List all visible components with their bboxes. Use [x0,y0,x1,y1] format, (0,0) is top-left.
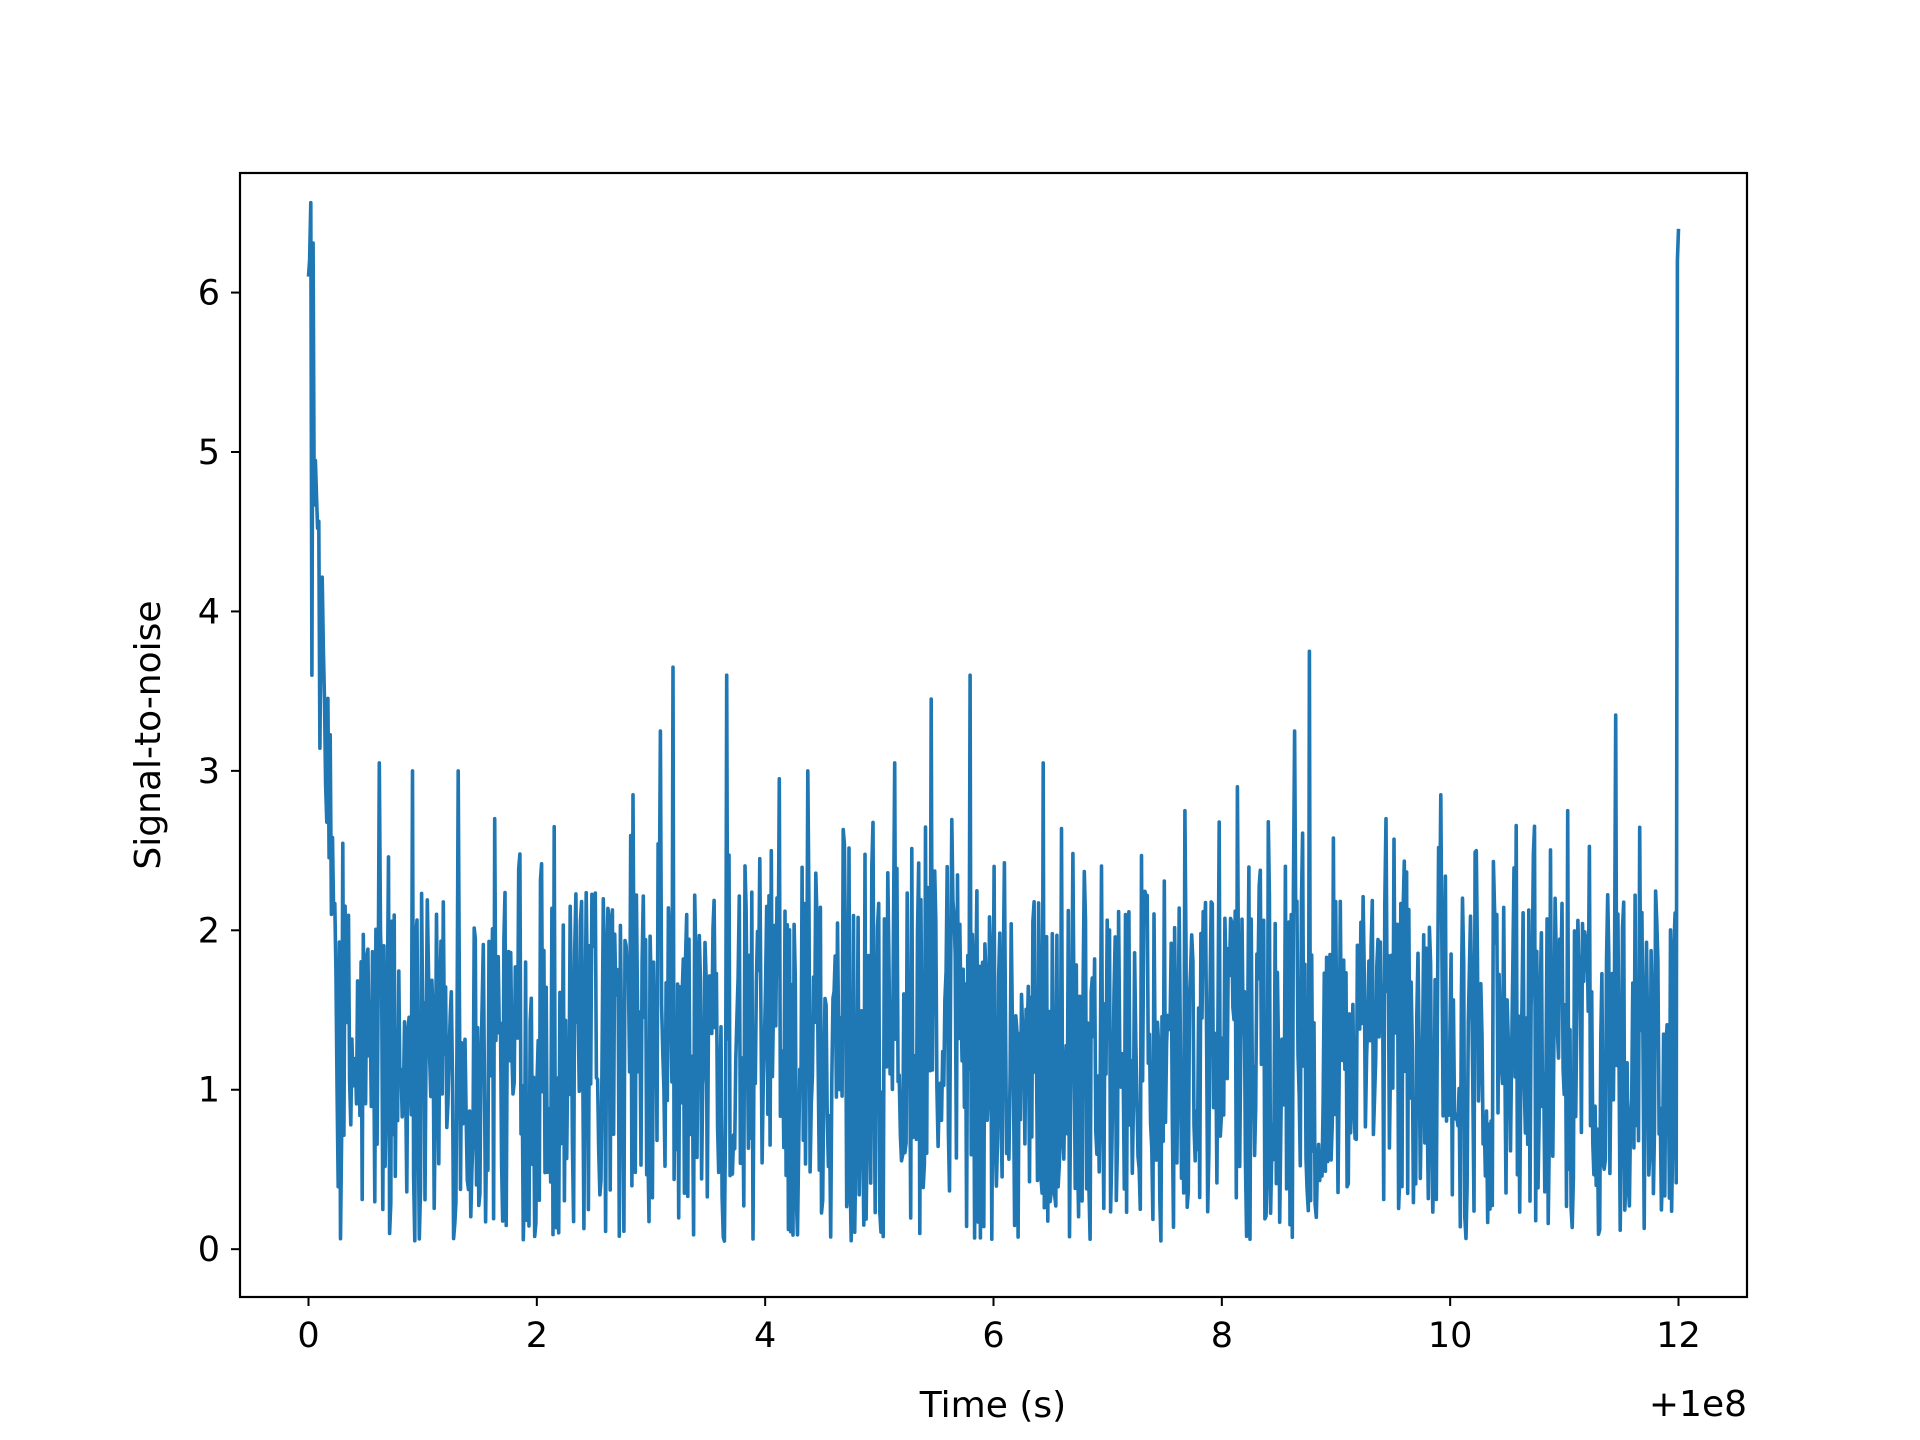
x-axis-ticks: 0 2 4 6 8 10 12 [297,1297,1701,1356]
y-tick-label: 3 [198,752,220,792]
x-tick-label: 4 [754,1316,776,1356]
x-tick-label: 12 [1656,1316,1701,1356]
y-tick-label: 4 [198,592,220,632]
y-axis-ticks: 0 1 2 3 4 5 6 [198,274,240,1270]
y-tick-label: 0 [198,1230,220,1270]
y-tick-label: 5 [198,433,220,473]
y-tick-label: 1 [198,1071,220,1111]
x-tick-label: 0 [297,1316,319,1356]
x-tick-label: 2 [526,1316,548,1356]
y-axis-label: Signal-to-noise [128,600,169,869]
x-axis-label: Time (s) [919,1385,1066,1426]
plot-area [306,200,1681,1243]
signal-to-noise-series-line [306,200,1681,1243]
x-tick-label: 8 [1211,1316,1233,1356]
x-axis-offset-label: +1e8 [1649,1384,1747,1425]
y-tick-label: 2 [198,911,220,951]
y-tick-label: 6 [198,274,220,314]
x-tick-label: 6 [982,1316,1004,1356]
x-tick-label: 10 [1428,1316,1473,1356]
